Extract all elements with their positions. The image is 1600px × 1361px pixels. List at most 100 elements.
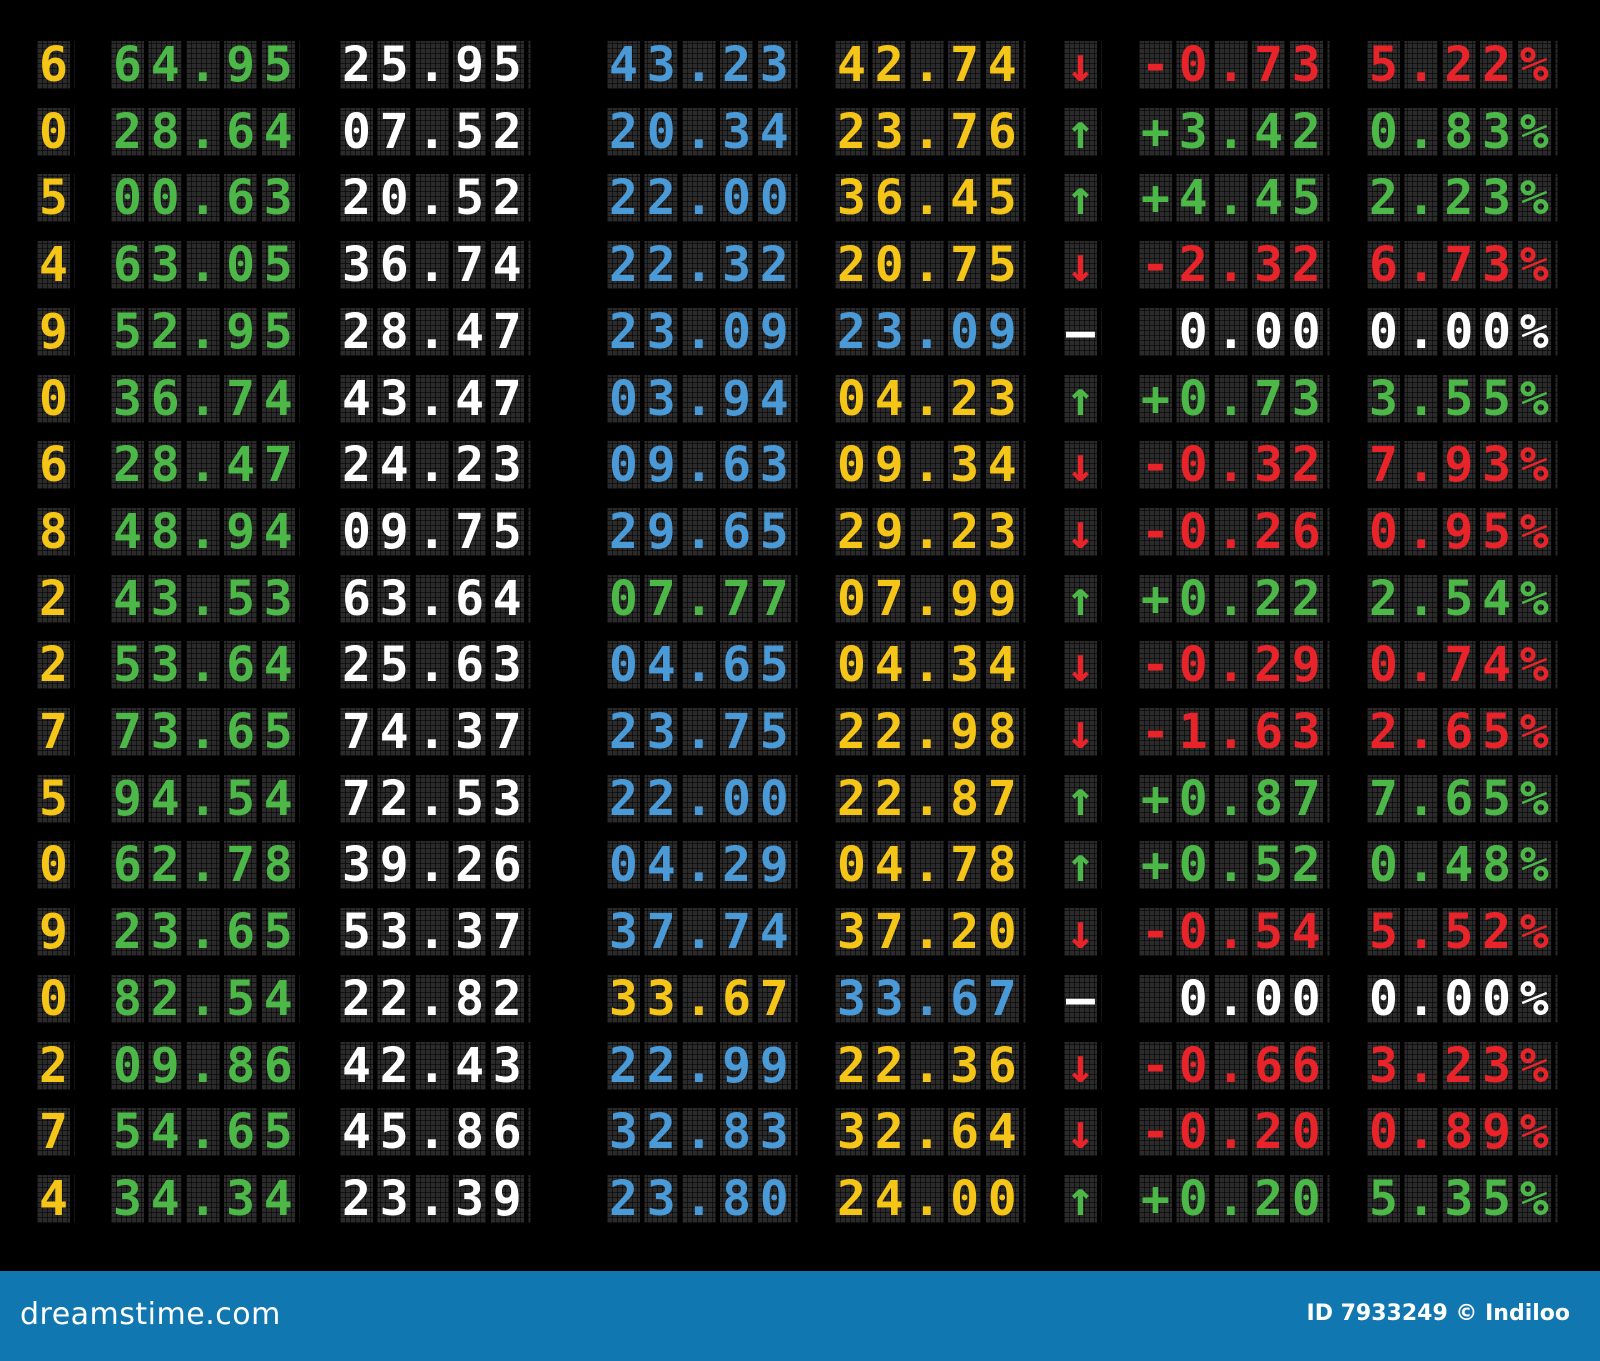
ticker-row: 2 53.64 25.63 04.65 04.34 ↓ -0.29 0.74% (0, 637, 1600, 694)
value-col-4: 20.75 (837, 237, 1026, 294)
value-col-4: 42.74 (837, 37, 1026, 93)
percent-change: 0.74% (1369, 637, 1558, 694)
row-index-digit: 0 (39, 103, 77, 160)
trend-down-icon: ↓ (1066, 904, 1104, 961)
change-value: +4.45 (1141, 170, 1330, 227)
trend-down-icon: ↓ (1066, 437, 1104, 494)
value-col-3: 37.74 (609, 904, 798, 961)
trend-down-icon: ↓ (1066, 503, 1104, 560)
percent-change: 7.93% (1369, 437, 1558, 494)
value-col-2: 25.63 (342, 637, 531, 694)
value-col-2: 45.86 (342, 1104, 531, 1161)
image-credit: ID 7933249 © Indiloo (1306, 1301, 1570, 1326)
percent-change: 7.65% (1369, 770, 1558, 827)
value-col-3: 22.00 (609, 770, 798, 827)
value-col-2: 43.47 (342, 370, 531, 427)
row-index-digit: 6 (39, 37, 77, 93)
row-index-digit: 7 (39, 1104, 77, 1161)
value-col-1: 00.63 (113, 170, 302, 227)
value-col-1: 36.74 (113, 370, 302, 427)
trend-flat-icon: – (1066, 970, 1104, 1027)
value-col-3: 23.75 (609, 704, 798, 760)
change-value: 0.00 (1141, 303, 1330, 360)
value-col-2: 09.75 (342, 503, 531, 560)
ticker-row: 0 62.78 39.26 04.29 04.78 ↑ +0.52 0.48% (0, 837, 1600, 894)
change-value: +0.20 (1141, 1170, 1330, 1227)
change-value: -0.20 (1141, 1104, 1330, 1161)
value-col-2: 53.37 (342, 904, 531, 961)
ticker-row: 9 23.65 53.37 37.74 37.20 ↓ -0.54 5.52% (0, 904, 1600, 961)
trend-up-icon: ↑ (1066, 837, 1104, 894)
value-col-4: 36.45 (837, 170, 1026, 227)
row-index-digit: 6 (39, 437, 77, 494)
ticker-row: 8 48.94 09.75 29.65 29.23 ↓ -0.26 0.95% (0, 503, 1600, 560)
trend-down-icon: ↓ (1066, 237, 1104, 294)
value-col-4: 22.87 (837, 770, 1026, 827)
value-col-3: 04.65 (609, 637, 798, 694)
ticker-row: 0 28.64 07.52 20.34 23.76 ↑ +3.42 0.83% (0, 103, 1600, 160)
percent-change: 5.22% (1369, 37, 1558, 93)
value-col-2: 07.52 (342, 103, 531, 160)
value-col-4: 32.64 (837, 1104, 1026, 1161)
percent-change: 2.54% (1369, 570, 1558, 627)
percent-change: 6.73% (1369, 237, 1558, 294)
value-col-1: 28.47 (113, 437, 302, 494)
change-value: -0.26 (1141, 503, 1330, 560)
ticker-row: 5 00.63 20.52 22.00 36.45 ↑ +4.45 2.23% (0, 170, 1600, 227)
value-col-3: 22.00 (609, 170, 798, 227)
value-col-1: 62.78 (113, 837, 302, 894)
ticker-row: 0 36.74 43.47 03.94 04.23 ↑ +0.73 3.55% (0, 370, 1600, 427)
change-value: -0.29 (1141, 637, 1330, 694)
value-col-2: 63.64 (342, 570, 531, 627)
row-index-digit: 4 (39, 1170, 77, 1227)
value-col-1: 82.54 (113, 970, 302, 1027)
ticker-row: 9 52.95 28.47 23.09 23.09– 0.00 0.00% (0, 303, 1600, 360)
ticker-row: 6 64.95 25.95 43.23 42.74 ↓ -0.73 5.22% (0, 41, 1600, 89)
percent-change: 3.23% (1369, 1037, 1558, 1094)
ticker-row: 5 94.54 72.53 22.00 22.87 ↑ +0.87 7.65% (0, 770, 1600, 827)
value-col-3: 22.99 (609, 1037, 798, 1094)
value-col-4: 37.20 (837, 904, 1026, 961)
value-col-2: 20.52 (342, 170, 531, 227)
value-col-3: 32.83 (609, 1104, 798, 1161)
change-value: 0.00 (1141, 970, 1330, 1027)
row-index-digit: 5 (39, 770, 77, 827)
percent-change: 5.52% (1369, 904, 1558, 961)
percent-change: 0.00% (1369, 303, 1558, 360)
change-value: -0.32 (1141, 437, 1330, 494)
ticker-row: 2 43.53 63.64 07.77 07.99 ↑ +0.22 2.54% (0, 570, 1600, 627)
value-col-4: 22.36 (837, 1037, 1026, 1094)
row-index-digit: 7 (39, 704, 77, 760)
row-index-digit: 2 (39, 570, 77, 627)
percent-change: 0.48% (1369, 837, 1558, 894)
change-value: +0.73 (1141, 370, 1330, 427)
value-col-2: 42.43 (342, 1037, 531, 1094)
percent-change: 0.00% (1369, 970, 1558, 1027)
row-index-digit: 0 (39, 837, 77, 894)
value-col-1: 54.65 (113, 1104, 302, 1161)
row-index-digit: 4 (39, 237, 77, 294)
row-index-digit: 2 (39, 1037, 77, 1094)
value-col-2: 74.37 (342, 704, 531, 760)
value-col-3: 09.63 (609, 437, 798, 494)
value-col-1: 94.54 (113, 770, 302, 827)
value-col-3: 20.34 (609, 103, 798, 160)
ticker-row: 4 34.34 23.39 23.80 24.00 ↑ +0.20 5.35% (0, 1170, 1600, 1227)
ticker-row: 0 82.54 22.82 33.67 33.67– 0.00 0.00% (0, 970, 1600, 1027)
value-col-2: 28.47 (342, 303, 531, 360)
percent-change: 0.83% (1369, 103, 1558, 160)
percent-change: 5.35% (1369, 1170, 1558, 1227)
trend-up-icon: ↑ (1066, 770, 1104, 827)
row-index-digit: 9 (39, 303, 77, 360)
percent-change: 0.95% (1369, 503, 1558, 560)
row-index-digit: 9 (39, 904, 77, 961)
value-col-3: 23.80 (609, 1170, 798, 1227)
value-col-4: 33.67 (837, 970, 1026, 1027)
value-col-4: 04.23 (837, 370, 1026, 427)
trend-down-icon: ↓ (1066, 704, 1104, 760)
value-col-4: 09.34 (837, 437, 1026, 494)
value-col-2: 72.53 (342, 770, 531, 827)
trend-down-icon: ↓ (1066, 1104, 1104, 1161)
trend-up-icon: ↑ (1066, 170, 1104, 227)
change-value: -0.73 (1141, 37, 1330, 93)
